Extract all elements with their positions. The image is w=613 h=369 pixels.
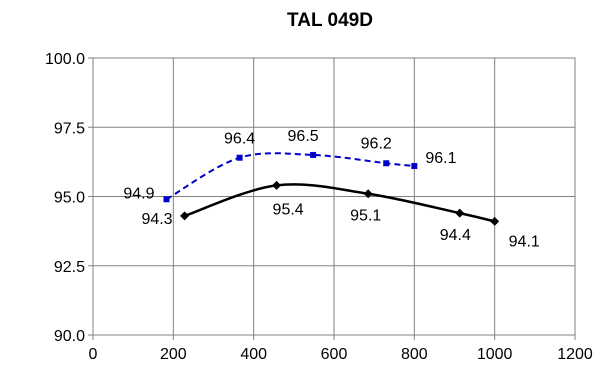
- x-tick-label: 1200: [557, 346, 593, 363]
- data-label: 94.4: [440, 227, 471, 244]
- y-tick-label: 100.0: [45, 51, 85, 68]
- series-2: [180, 180, 500, 226]
- x-tick-label: 0: [89, 346, 98, 363]
- data-point-marker: [383, 160, 390, 167]
- y-tick-label: 92.5: [54, 259, 85, 276]
- data-point-marker: [411, 163, 418, 170]
- data-label: 96.2: [361, 135, 392, 152]
- data-label: 94.1: [509, 233, 540, 250]
- x-tick-label: 200: [160, 346, 187, 363]
- x-tick-label: 400: [240, 346, 267, 363]
- series-layer: [163, 151, 500, 226]
- data-label: 96.4: [224, 131, 255, 148]
- data-point-marker: [490, 216, 500, 226]
- data-label: 94.3: [141, 211, 172, 228]
- data-point-marker: [180, 211, 190, 221]
- data-point-marker: [363, 189, 373, 199]
- y-tick-label: 95.0: [54, 190, 85, 207]
- y-tick-label: 97.5: [54, 120, 85, 137]
- x-tick-label: 600: [321, 346, 348, 363]
- data-label: 96.1: [425, 150, 456, 167]
- data-point-marker: [272, 180, 282, 190]
- series-1: [163, 151, 418, 203]
- chart-title: TAL 049D: [287, 10, 373, 31]
- data-point-marker: [310, 151, 317, 158]
- data-label: 94.9: [123, 185, 154, 202]
- x-tick-label: 1000: [477, 346, 513, 363]
- y-axis: 90.0 92.5 95.0 97.5 100.0: [45, 51, 93, 345]
- data-labels: 94.9 96.4 96.5 96.2 96.1 94.3 95.4 95.1 94.4 94.1: [123, 128, 540, 250]
- data-label: 95.1: [350, 208, 381, 225]
- data-point-marker: [455, 208, 465, 218]
- data-label: 95.4: [273, 201, 304, 218]
- x-tick-label: 800: [401, 346, 428, 363]
- series-line: [166, 152, 415, 201]
- x-axis: 0 200 400 600 800 1000 1200: [89, 335, 593, 363]
- y-tick-label: 90.0: [54, 328, 85, 345]
- data-label: 96.5: [288, 128, 319, 145]
- data-point-marker: [236, 154, 243, 161]
- data-point-marker: [163, 196, 170, 203]
